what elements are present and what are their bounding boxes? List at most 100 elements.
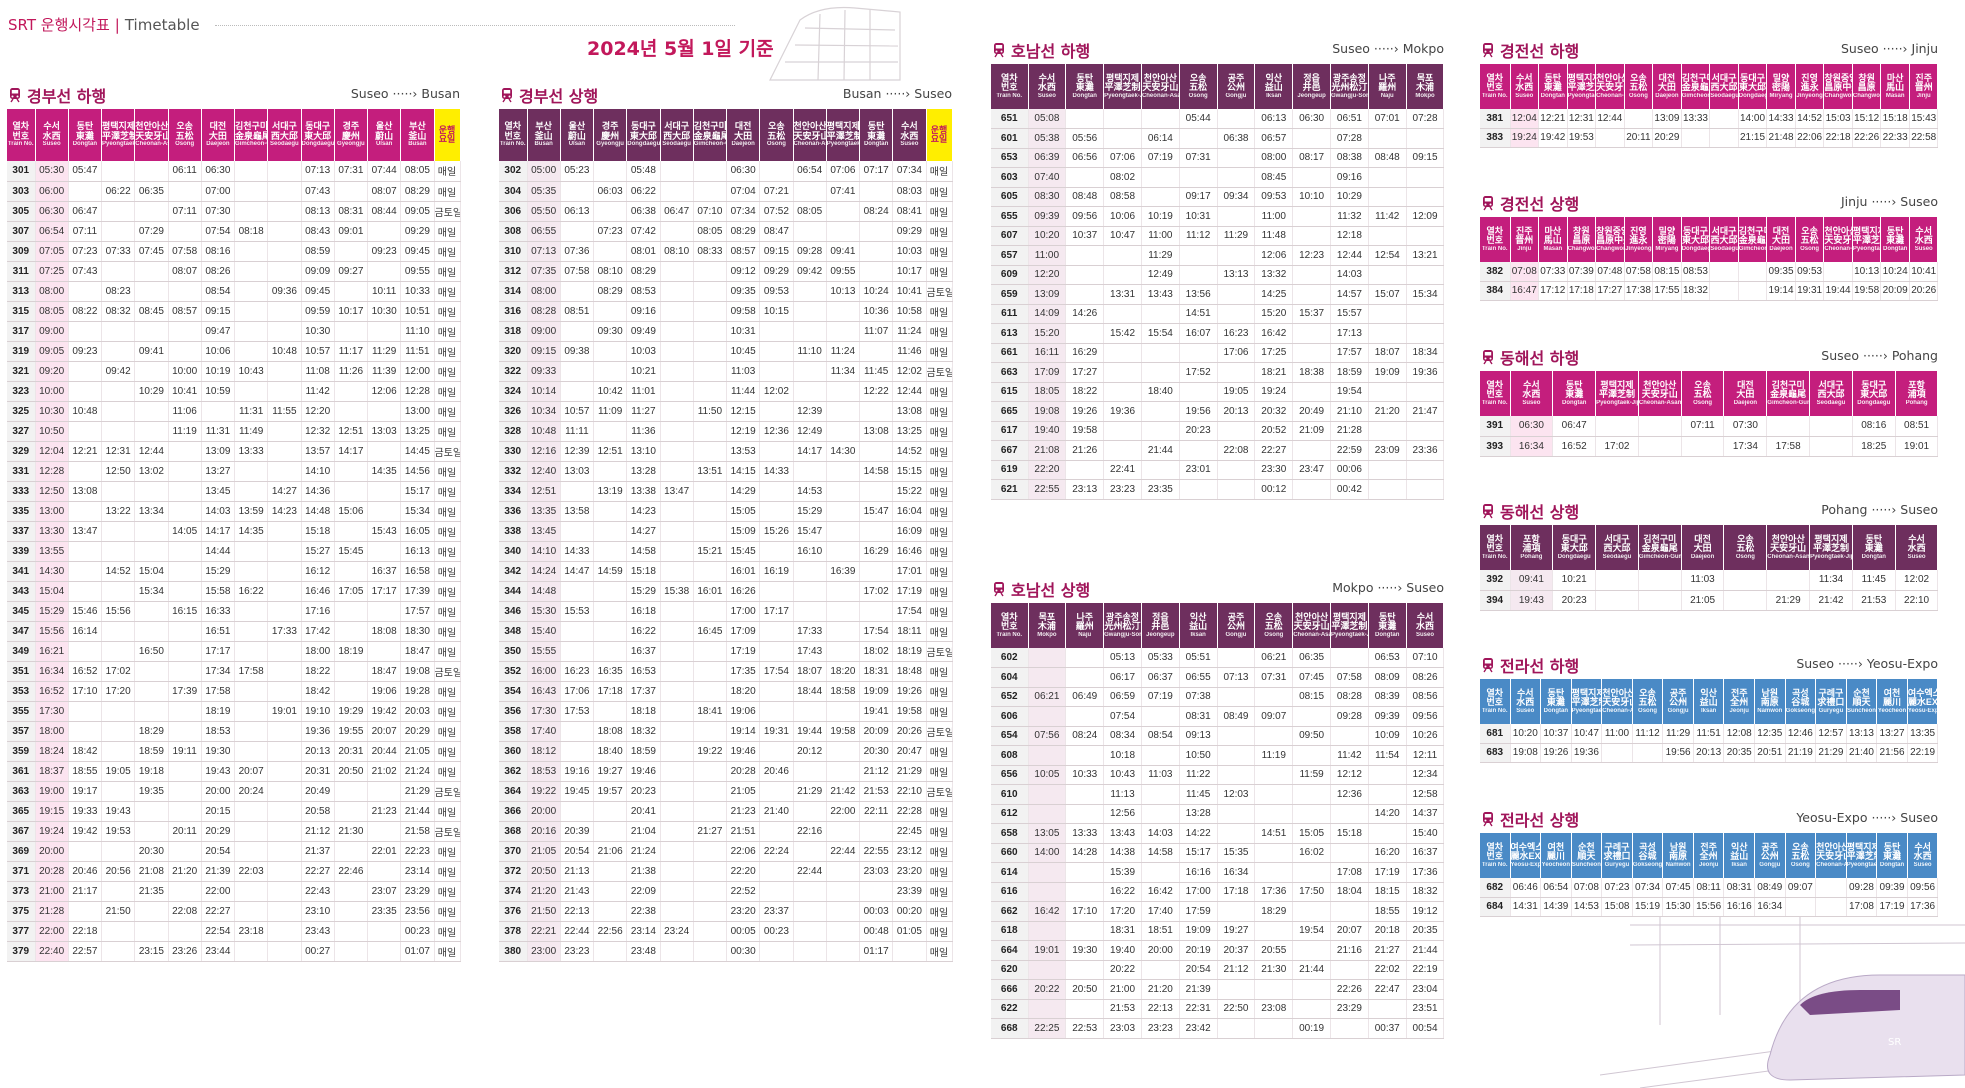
col-header-station: 마산 馬山 Masan [1538,217,1568,262]
departure-time: 17:33 [267,621,302,642]
departure-time [1330,648,1369,668]
train-number: 331 [7,461,36,482]
departure-time: 12:32 [301,421,335,442]
departure-time [234,701,269,722]
departure-time: 14:52 [892,441,927,462]
departure-time: 12:44 [1330,245,1369,266]
departure-time: 17:17 [759,601,794,622]
departure-time: 22:06 [726,841,761,862]
departure-time [560,361,595,382]
table-row: 374 21:20 21:43 22:09 22:52 23:39 매일 [499,881,953,902]
departure-time [660,641,694,662]
departure-time: 17:02 [101,661,136,682]
table-row: 681 10:20 10:37 10:47 11:00 11:12 11:29 11:51 12… [1480,724,1939,744]
station-name-en: Suncheon [1846,707,1876,714]
station-name-ko: 부산 [535,121,552,132]
departure-time: 12:06 [1254,245,1294,266]
departure-time: 19:44 [793,721,827,742]
departure-time: 18:24 [35,741,69,762]
departure-time [1065,882,1105,902]
station-name-ko: 오송 [1694,379,1711,390]
departure-time: 22:41 [1103,460,1142,480]
departure-time [660,441,694,462]
departure-time: 13:33 [1681,109,1711,129]
station-name-hanja: 東大邱 [1681,235,1709,246]
departure-time: 14:26 [1065,304,1105,324]
departure-time: 13:10 [626,441,661,462]
departure-time: 14:52 [101,561,136,582]
station-name-en: Dongtan [1879,861,1905,868]
departure-time: 06:21 [1254,648,1294,668]
departure-time: 11:24 [892,321,927,342]
departure-time: 17:19 [1368,862,1407,883]
departure-time: 07:33 [101,241,136,262]
train-number: 658 [991,823,1029,844]
page-header: SRT 운행시각표 | Timetable [8,14,200,35]
station-name-en: Jinju [1916,92,1931,99]
departure-time: 23:00 [527,941,561,962]
departure-time: 12:35 [1754,724,1786,744]
departure-time [334,841,369,862]
train-number: 375 [7,901,36,922]
departure-time: 16:29 [1065,343,1105,363]
col-header-station: 진주 晋州 Jinju [1510,217,1540,262]
departure-time: 11:12 [1179,226,1218,246]
departure-time: 17:43 [793,641,827,662]
departure-time: 11:03 [1681,570,1725,591]
departure-time [234,741,269,762]
departure-time [234,601,269,622]
station-name-hanja: 平澤芝制 [1571,697,1601,708]
departure-time: 13:38 [626,481,661,502]
departure-time: 13:59 [234,501,269,522]
train-number: 615 [991,382,1029,402]
service-days: 매일 [926,701,953,722]
departure-time: 22:47 [1368,979,1407,1000]
departure-time: 08:10 [593,261,628,282]
departure-time [234,381,269,402]
station-name-hanja: 光州松汀 [1331,82,1368,93]
departure-time [334,621,369,642]
departure-time [1028,999,1067,1019]
departure-time: 07:17 [859,161,894,182]
departure-time: 08:23 [101,281,136,302]
col-header-station: 오송 五松 Osong [1254,603,1294,648]
table-row: 311 07:25 07:43 08:07 08:26 09:09 09:27 09:55 매일 [7,261,461,282]
section-title: 경부선 하행 Suseo ·····› Busan [7,84,460,106]
table-row: 333 12:50 13:08 13:45 14:27 14:36 15:17 매일 [7,481,461,502]
station-name-en: Gimcheon-Gumi [693,141,726,148]
departure-time: 20:49 [1292,401,1331,422]
departure-time: 21:05 [1681,590,1725,611]
train-number: 334 [499,481,528,502]
departure-time [68,561,103,582]
departure-time: 12:02 [892,361,927,382]
departure-time [793,381,827,402]
col-header-station: 공주 公州 Gongju [1662,679,1694,724]
departure-time: 00:54 [1406,1018,1445,1039]
departure-time: 22:13 [560,901,595,922]
departure-time: 08:33 [693,241,728,262]
departure-time [234,821,269,842]
departure-time [793,601,827,622]
departure-time [168,281,202,302]
departure-time [134,601,169,622]
departure-time [134,621,169,642]
train-number: 381 [1480,109,1511,129]
departure-time [101,581,136,602]
train-number: 656 [991,765,1029,785]
col-header-station: 오송 五松 Osong [1681,371,1725,416]
departure-time: 19:15 [35,801,69,822]
departure-time: 19:27 [1217,921,1256,941]
departure-time [593,941,628,962]
station-name-ko: 동탄 [76,121,94,132]
section-gyeongjeon-down: 경전선 하행 Suseo ·····› Jinju 열차 번호 Train No. 수서 水… [1480,39,1939,148]
departure-time: 01:07 [400,941,435,962]
departure-time: 10:50 [35,421,69,442]
departure-time [660,881,694,902]
departure-time: 12:15 [726,401,761,422]
departure-time: 14:51 [1254,823,1294,844]
departure-time: 15:46 [68,601,103,622]
station-name-en: Cheonan-Asan [135,141,168,148]
